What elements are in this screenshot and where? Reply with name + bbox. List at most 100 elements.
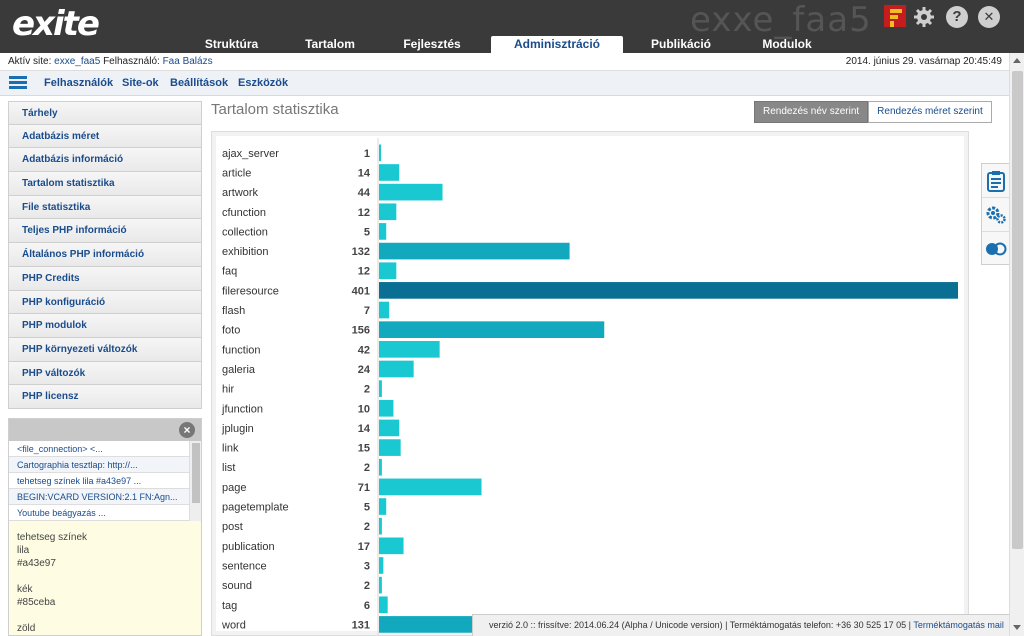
sort-by-name-button[interactable]: Rendezés név szerint: [754, 101, 869, 123]
bar-article[interactable]: [379, 164, 400, 181]
scroll-up-icon[interactable]: [1013, 58, 1021, 63]
bar-sentence[interactable]: [379, 557, 384, 574]
sidebar-item-adatbazis-meret[interactable]: Adatbázis méret: [8, 124, 202, 149]
clipboard-close-icon[interactable]: ×: [179, 422, 195, 438]
sidebar-item-php-kornyezeti-valtozok[interactable]: PHP környezeti változók: [8, 337, 202, 362]
active-site-value[interactable]: exxe_faa5: [54, 56, 101, 67]
clipboard-scrollbar[interactable]: [189, 441, 201, 521]
value-label: 15: [358, 443, 370, 455]
value-label: 5: [364, 502, 370, 514]
clipboard-scroll-thumb[interactable]: [192, 443, 200, 503]
tab-publikacio[interactable]: Publikáció: [650, 37, 712, 51]
category-label: galeria: [222, 364, 256, 376]
sidebar-item-file-statisztika[interactable]: File statisztika: [8, 195, 202, 220]
sidebar-item-tarhely[interactable]: Tárhely: [8, 101, 202, 125]
value-label: 2: [364, 580, 370, 592]
category-label: fileresource: [222, 285, 279, 297]
sidebar-item-php-credits[interactable]: PHP Credits: [8, 266, 202, 291]
value-label: 44: [358, 187, 371, 199]
sidebar-item-adatbazis-informacio[interactable]: Adatbázis információ: [8, 148, 202, 173]
settings-cogs-icon[interactable]: [982, 198, 1010, 232]
value-label: 2: [364, 384, 370, 396]
category-label: post: [222, 521, 243, 533]
sidebar-item-altalanos-php-informacio[interactable]: Általános PHP információ: [8, 243, 202, 267]
bar-jplugin[interactable]: [379, 419, 400, 437]
value-label: 17: [358, 541, 370, 553]
category-label: list: [222, 462, 235, 474]
bar-artwork[interactable]: [379, 183, 443, 201]
bar-post[interactable]: [379, 517, 382, 535]
bar-foto[interactable]: [379, 321, 605, 338]
submenu-eszkozok[interactable]: Eszközök: [238, 77, 289, 89]
bar-pagetemplate[interactable]: [379, 498, 387, 515]
sidebar-item-teljes-php-informacio[interactable]: Teljes PHP információ: [8, 219, 202, 244]
user-value[interactable]: Faa Balázs: [162, 56, 213, 67]
bar-hir[interactable]: [379, 380, 382, 397]
hamburger-menu-icon[interactable]: [9, 76, 27, 90]
scroll-down-icon[interactable]: [1013, 625, 1021, 630]
preview-line: zöld: [17, 623, 36, 634]
bar-page[interactable]: [379, 478, 482, 496]
active-site-label: Aktív site:: [8, 56, 52, 67]
exite-logo[interactable]: exite: [12, 4, 100, 44]
tab-modulok[interactable]: Modulok: [762, 37, 812, 51]
bar-flash[interactable]: [379, 301, 390, 319]
gear-icon[interactable]: [913, 6, 935, 28]
sidebar-item-php-licensz[interactable]: PHP licensz: [8, 385, 202, 409]
footer-version-text: verzió 2.0 :: frissítve: 2014.06.24 (Alp…: [489, 620, 912, 630]
sidebar-item-php-valtozok[interactable]: PHP változók: [8, 361, 202, 386]
bar-list[interactable]: [379, 458, 382, 476]
bar-tag[interactable]: [379, 596, 388, 614]
value-label: 42: [358, 344, 370, 356]
submenu-site-ok[interactable]: Site-ok: [122, 77, 159, 89]
site-name-watermark: exxe_faa5: [690, 0, 872, 40]
help-icon[interactable]: ?: [946, 6, 968, 28]
category-label: publication: [222, 541, 275, 553]
close-icon[interactable]: ✕: [978, 6, 1000, 28]
support-mail-link[interactable]: Terméktámogatás mail: [913, 620, 1004, 630]
category-label: hir: [222, 384, 235, 396]
tab-fejlesztes[interactable]: Fejlesztés: [403, 37, 461, 51]
toggle-icon[interactable]: [982, 232, 1010, 266]
bar-publication[interactable]: [379, 537, 404, 555]
clipboard-item[interactable]: BEGIN:VCARD VERSION:2.1 FN:Agn...: [9, 489, 189, 505]
page-scrollbar[interactable]: [1009, 53, 1024, 636]
bar-cfunction[interactable]: [379, 203, 397, 221]
value-label: 14: [358, 167, 371, 179]
tab-struktura[interactable]: Struktúra: [204, 37, 259, 51]
bar-jfunction[interactable]: [379, 399, 394, 417]
value-label: 2: [364, 521, 370, 533]
sidebar-item-php-modulok[interactable]: PHP modulok: [8, 314, 202, 338]
value-label: 5: [364, 226, 370, 238]
bar-galeria[interactable]: [379, 360, 414, 378]
clipboard-list: <file_connection> <... Cartographia tesz…: [9, 441, 201, 521]
clipboard-icon[interactable]: [982, 164, 1010, 198]
bar-fileresource[interactable]: [379, 282, 958, 299]
bar-collection[interactable]: [379, 223, 387, 240]
clipboard-preview: tehetseg színek lila #a43e97 kék #85ceba…: [9, 521, 201, 635]
category-label: collection: [222, 226, 268, 238]
bar-link[interactable]: [379, 439, 401, 456]
value-label: 401: [352, 285, 370, 297]
bar-function[interactable]: [379, 341, 440, 358]
submenu-beallitasok[interactable]: Beállítások: [170, 77, 229, 89]
bar-faq[interactable]: [379, 262, 397, 280]
info-bar: Aktív site: exxe_faa5 Felhasználó: Faa B…: [0, 53, 1024, 71]
submenu-felhasznalok[interactable]: Felhasználók: [44, 77, 114, 89]
clipboard-item[interactable]: Youtube beágyazás ...: [9, 505, 189, 521]
value-label: 2: [364, 462, 370, 474]
tab-adminisztracio[interactable]: Adminisztráció: [491, 36, 623, 53]
tab-tartalom[interactable]: Tartalom: [305, 37, 355, 51]
value-label: 1: [364, 148, 370, 160]
page-scroll-thumb[interactable]: [1012, 71, 1023, 549]
bar-sound[interactable]: [379, 576, 382, 594]
sort-by-size-button[interactable]: Rendezés méret szerint: [868, 101, 992, 123]
bar-exhibition[interactable]: [379, 242, 570, 260]
clipboard-item[interactable]: Cartographia tesztlap: http://...: [9, 457, 189, 473]
sidebar-item-tartalom-statisztika[interactable]: Tartalom statisztika: [8, 172, 202, 196]
clipboard-item[interactable]: <file_connection> <...: [9, 441, 189, 457]
value-label: 24: [358, 364, 371, 376]
sidebar-item-php-konfiguracio[interactable]: PHP konfiguráció: [8, 290, 202, 315]
clipboard-item[interactable]: tehetseg színek lila #a43e97 ...: [9, 473, 189, 489]
bar-ajax_server[interactable]: [379, 144, 381, 162]
